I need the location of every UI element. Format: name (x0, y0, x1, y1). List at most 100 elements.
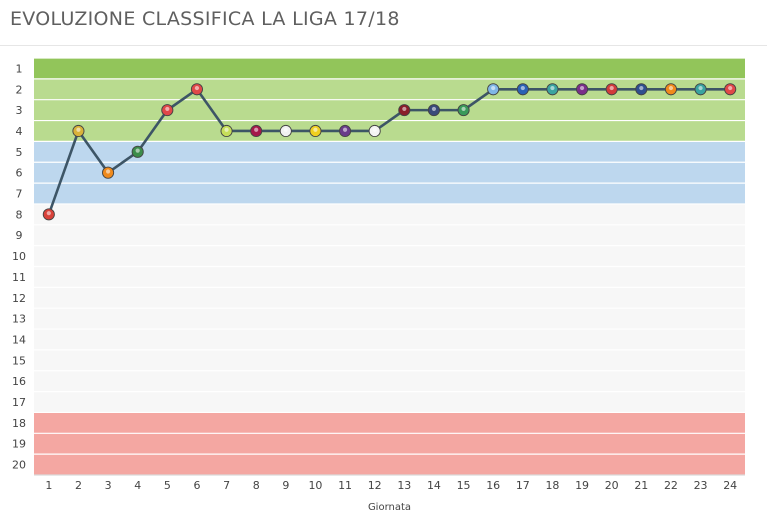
data-point (457, 104, 470, 117)
zone-band (34, 58, 745, 79)
badge-highlight (194, 85, 200, 91)
data-point (131, 145, 144, 158)
x-tick-label: 14 (427, 479, 441, 492)
y-tick-label: 15 (12, 354, 26, 367)
data-point (694, 83, 707, 96)
x-tick-label: 9 (282, 479, 289, 492)
x-tick-label: 8 (253, 479, 260, 492)
badge-highlight (254, 127, 259, 132)
badge-highlight (491, 85, 496, 91)
data-point (42, 208, 55, 221)
y-tick-label: 5 (16, 146, 23, 159)
x-axis-ticks: 1 2 3 4 5 6 7 8 9 10 11 12 13 14 15 16 17 18 19 20 21 22 23 24 (45, 479, 737, 492)
data-point (427, 104, 440, 117)
data-point (339, 124, 352, 138)
badge-highlight (224, 127, 229, 132)
y-tick-label: 19 (12, 438, 26, 451)
data-point (250, 124, 263, 138)
x-tick-label: 21 (634, 479, 648, 492)
y-tick-label: 8 (16, 208, 23, 221)
badge-highlight (372, 127, 377, 132)
y-tick-label: 12 (12, 292, 26, 305)
badge-highlight (313, 127, 318, 132)
x-tick-label: 18 (545, 479, 559, 492)
x-tick-label: 15 (457, 479, 471, 492)
y-tick-label: 2 (16, 83, 23, 96)
y-tick-label: 1 (16, 62, 23, 75)
data-point (161, 104, 174, 117)
x-tick-label: 4 (134, 479, 141, 492)
x-tick-label: 12 (368, 479, 382, 492)
x-tick-label: 19 (575, 479, 589, 492)
x-tick-label: 24 (723, 479, 737, 492)
badge-highlight (520, 85, 525, 91)
x-tick-label: 22 (664, 479, 678, 492)
data-point (487, 83, 500, 96)
badge-highlight (550, 85, 555, 91)
data-point (605, 83, 618, 96)
badge-highlight (165, 106, 170, 112)
zone-band (34, 141, 745, 204)
x-tick-label: 1 (45, 479, 52, 492)
x-tick-label: 16 (486, 479, 500, 492)
badge-highlight (76, 127, 81, 132)
data-point (516, 83, 529, 96)
badge-highlight (639, 85, 644, 91)
data-point (664, 83, 677, 96)
data-point (190, 83, 203, 96)
y-tick-label: 13 (12, 313, 26, 326)
y-tick-label: 6 (16, 167, 23, 180)
y-tick-label: 20 (12, 459, 26, 472)
x-tick-label: 7 (223, 479, 230, 492)
y-tick-label: 18 (12, 417, 26, 430)
zone-band (34, 412, 745, 475)
data-point (279, 124, 292, 138)
data-point (398, 104, 411, 117)
title-divider (0, 45, 767, 46)
page-title: EVOLUZIONE CLASSIFICA LA LIGA 17/18 (10, 8, 400, 30)
badge-highlight (135, 148, 140, 153)
data-point (635, 83, 648, 96)
y-tick-label: 14 (12, 333, 26, 346)
badge-highlight (609, 85, 614, 91)
badge-highlight (402, 106, 407, 112)
x-tick-label: 11 (338, 479, 352, 492)
badge-highlight (46, 211, 51, 216)
badge-highlight (283, 127, 288, 132)
badge-highlight (698, 85, 703, 91)
badge-highlight (105, 169, 111, 174)
y-tick-label: 10 (12, 250, 26, 263)
x-tick-label: 6 (193, 479, 200, 492)
markers-group (42, 83, 737, 221)
badge-highlight (668, 85, 674, 91)
y-tick-label: 16 (12, 375, 26, 388)
x-tick-label: 23 (694, 479, 708, 492)
data-point (220, 124, 233, 138)
badge-highlight (728, 85, 733, 91)
data-point (72, 124, 85, 138)
x-axis-label: Giornata (368, 502, 411, 513)
data-point (576, 83, 589, 96)
y-tick-label: 17 (12, 396, 26, 409)
data-point (102, 166, 115, 179)
x-tick-label: 5 (164, 479, 171, 492)
x-tick-label: 10 (308, 479, 322, 492)
data-point (368, 124, 381, 138)
x-tick-label: 13 (397, 479, 411, 492)
x-tick-label: 3 (105, 479, 112, 492)
y-tick-label: 9 (16, 229, 23, 242)
data-point (309, 124, 322, 138)
x-tick-label: 2 (75, 479, 82, 492)
badge-highlight (461, 106, 466, 112)
badge-highlight (342, 127, 348, 132)
y-tick-label: 11 (12, 271, 26, 284)
y-tick-label: 3 (16, 104, 23, 117)
y-tick-label: 7 (16, 188, 23, 201)
badge-highlight (579, 85, 585, 91)
data-point (546, 83, 559, 96)
badge-highlight (431, 106, 437, 112)
x-tick-label: 17 (516, 479, 530, 492)
data-point (724, 83, 737, 96)
